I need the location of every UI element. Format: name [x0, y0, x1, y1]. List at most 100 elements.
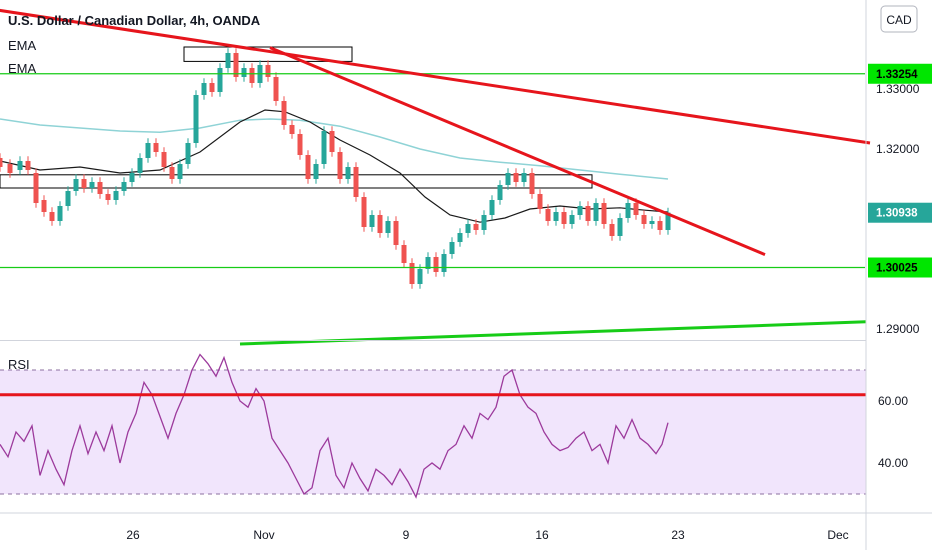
rsi-band	[0, 370, 866, 494]
candle-body	[81, 179, 87, 188]
candle-body	[441, 254, 447, 272]
candle-body	[97, 182, 103, 194]
ema-legend-2[interactable]: EMA	[8, 61, 37, 76]
time-tick-label: 9	[403, 528, 410, 542]
candle-body	[41, 200, 47, 212]
time-tick-label: Nov	[253, 528, 274, 542]
candle-body	[577, 206, 583, 215]
price-tick-label: 1.33000	[876, 82, 920, 96]
candle-body	[545, 209, 551, 221]
candle-body	[89, 182, 95, 188]
candle-body	[201, 83, 207, 95]
currency-button-label: CAD	[886, 13, 912, 27]
candle-body	[113, 191, 119, 200]
rsi-legend[interactable]: RSI	[8, 357, 30, 372]
candle-body	[329, 131, 335, 152]
rsi-layer	[0, 353, 866, 499]
candle-body	[657, 221, 663, 230]
candle-body	[121, 182, 127, 191]
candle-body	[401, 245, 407, 263]
candle-body	[153, 143, 159, 152]
candle-body	[609, 224, 615, 236]
zone-layer	[0, 46, 593, 189]
candle-body	[457, 233, 463, 242]
candle-body	[161, 152, 167, 167]
price-tick-label: 1.32000	[876, 142, 920, 156]
price-level-label: 1.33254	[876, 69, 918, 81]
candle-body	[145, 143, 151, 158]
price-level-tag	[868, 257, 932, 278]
candle-body	[449, 242, 455, 254]
candle-body	[137, 158, 143, 173]
trend-line	[0, 8, 871, 145]
candle-body	[369, 215, 375, 227]
time-tick-label: 26	[126, 528, 140, 542]
candle-body	[361, 197, 367, 227]
candle-body	[497, 185, 503, 200]
candle-body	[465, 224, 471, 233]
candle-body	[313, 164, 319, 179]
price-level-label: 1.30938	[876, 208, 918, 220]
candle-body	[209, 83, 215, 92]
candle-body	[73, 179, 79, 191]
rsi-band-layer	[0, 369, 866, 495]
symbol-title[interactable]: U.S. Dollar / Canadian Dollar, 4h, OANDA	[8, 13, 261, 28]
candle-body	[289, 125, 295, 134]
candle-body	[505, 173, 511, 185]
candle-body	[225, 53, 231, 68]
trend-line	[269, 46, 766, 256]
candle-body	[529, 173, 535, 194]
time-tick-label: 23	[671, 528, 685, 542]
candle-body	[569, 215, 575, 224]
candle-body	[593, 203, 599, 221]
ema-slow-line	[0, 118, 669, 180]
candle-body	[305, 155, 311, 179]
ema-legend-1[interactable]: EMA	[8, 38, 37, 53]
candle-body	[249, 68, 255, 83]
candle-body	[177, 164, 183, 179]
candle-body	[169, 167, 175, 179]
candle-body	[385, 221, 391, 233]
candle-body	[377, 215, 383, 233]
candle-body	[65, 191, 71, 206]
ema-layer	[0, 109, 669, 223]
candle-body	[537, 194, 543, 209]
candle-body	[425, 257, 431, 269]
currency-button[interactable]: CAD	[880, 5, 918, 33]
candle-body	[617, 218, 623, 236]
candle-body	[513, 173, 519, 182]
candle-body	[297, 134, 303, 155]
rsi-tick-label: 40.00	[878, 456, 908, 470]
price-tick-label: 1.29000	[876, 322, 920, 336]
candle-body	[241, 68, 247, 77]
ema-fast-line	[0, 109, 669, 223]
candle-body	[33, 173, 39, 203]
candle-body	[561, 212, 567, 224]
price-tag-layer: 1.33254 1.30938 1.30025	[868, 63, 932, 278]
price-level-tag	[868, 202, 932, 223]
candle-body	[473, 224, 479, 230]
candle-body	[433, 257, 439, 272]
rsi-tick-label: 60.00	[878, 394, 908, 408]
candle-body	[641, 215, 647, 224]
candle-body	[7, 164, 13, 173]
price-level-label: 1.30025	[876, 263, 918, 275]
candle-body	[25, 161, 31, 170]
candle-body	[49, 212, 55, 221]
candle-body	[321, 131, 327, 164]
candle-body	[0, 158, 3, 167]
candle-body	[625, 203, 631, 218]
candle-body	[217, 68, 223, 92]
candle-body	[265, 65, 271, 77]
candle-body	[281, 101, 287, 125]
candle-body	[521, 173, 527, 182]
time-tick-label: 16	[535, 528, 549, 542]
candle-body	[409, 263, 415, 284]
candle-body	[233, 53, 239, 77]
candle-body	[585, 206, 591, 221]
rsi-line	[0, 353, 669, 499]
candle-body	[601, 203, 607, 224]
